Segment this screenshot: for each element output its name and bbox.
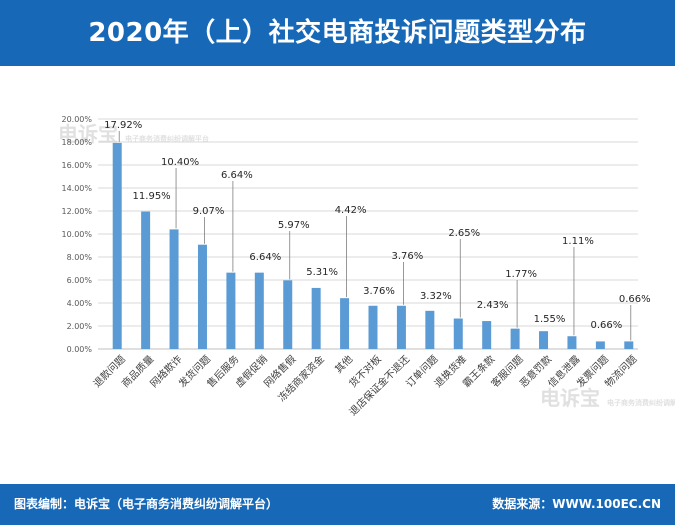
data-label: 5.31%	[306, 267, 338, 278]
data-label: 3.32%	[420, 291, 452, 302]
header-bar	[0, 0, 675, 66]
footer-credit: 图表编制：电诉宝（电子商务消费纠纷调解平台）	[14, 497, 279, 511]
y-tick-label: 2.00%	[67, 322, 93, 331]
y-tick-label: 8.00%	[67, 253, 93, 262]
data-label: 4.42%	[335, 205, 367, 216]
y-tick-label: 18.00%	[61, 138, 92, 147]
bar	[226, 272, 236, 349]
bar	[141, 211, 151, 349]
data-label: 2.43%	[477, 300, 509, 311]
data-label: 11.95%	[133, 191, 171, 202]
watermark-bottom: 电诉宝 电子商务消费纠纷调解平台	[540, 382, 675, 411]
data-label: 6.64%	[221, 170, 253, 181]
data-label: 5.97%	[278, 220, 310, 231]
watermark-tagline-2: 电子商务消费纠纷调解平台	[606, 399, 675, 407]
watermark-name-2: 电诉宝	[540, 386, 600, 410]
bar	[510, 328, 520, 349]
bar	[482, 321, 492, 349]
y-tick-label: 14.00%	[61, 184, 92, 193]
x-tick-label: 物流问题	[602, 352, 639, 389]
y-tick-label: 10.00%	[61, 230, 92, 239]
bar	[539, 331, 549, 349]
y-tick-label: 12.00%	[61, 207, 92, 216]
bar	[368, 305, 378, 349]
data-label: 6.64%	[249, 252, 281, 263]
bar	[169, 229, 179, 349]
x-tick-label: 其他	[332, 352, 355, 375]
bar	[340, 298, 350, 349]
y-tick-label: 0.00%	[67, 345, 93, 354]
data-label: 0.66%	[590, 320, 622, 331]
bar	[254, 272, 264, 349]
bar	[112, 142, 122, 349]
bar	[197, 244, 207, 349]
data-label: 17.92%	[104, 120, 142, 131]
watermark-tagline: 电子商务消费纠纷调解平台	[124, 135, 209, 143]
data-label: 3.76%	[392, 251, 424, 262]
bar	[425, 310, 435, 349]
footer-source: 数据来源：WWW.100EC.CN	[492, 497, 661, 511]
bar	[567, 336, 577, 349]
data-label: 1.11%	[562, 236, 594, 247]
bar	[283, 280, 293, 349]
bar	[311, 287, 321, 349]
y-tick-label: 4.00%	[67, 299, 93, 308]
bar-chart: 0.00% 2.00% 4.00% 6.00% 8.00% 10.00% 12.00% 14.…	[61, 115, 651, 418]
bar	[624, 341, 634, 349]
bar	[453, 318, 463, 349]
bar	[396, 305, 406, 349]
y-tick-label: 20.00%	[61, 115, 92, 124]
page-title: 2020年（上）社交电商投诉问题类型分布	[88, 18, 587, 48]
footer-bar: 图表编制：电诉宝（电子商务消费纠纷调解平台） 数据来源：WWW.100EC.CN	[0, 484, 675, 525]
data-label: 1.77%	[505, 269, 537, 280]
data-label: 3.76%	[363, 286, 395, 297]
y-tick-label: 6.00%	[67, 276, 93, 285]
data-label: 0.66%	[619, 294, 651, 305]
data-label: 10.40%	[161, 157, 199, 168]
data-label: 2.65%	[448, 228, 480, 239]
data-label: 9.07%	[193, 206, 225, 217]
bar	[595, 341, 605, 349]
data-label: 1.55%	[534, 314, 566, 325]
y-tick-label: 16.00%	[61, 161, 92, 170]
